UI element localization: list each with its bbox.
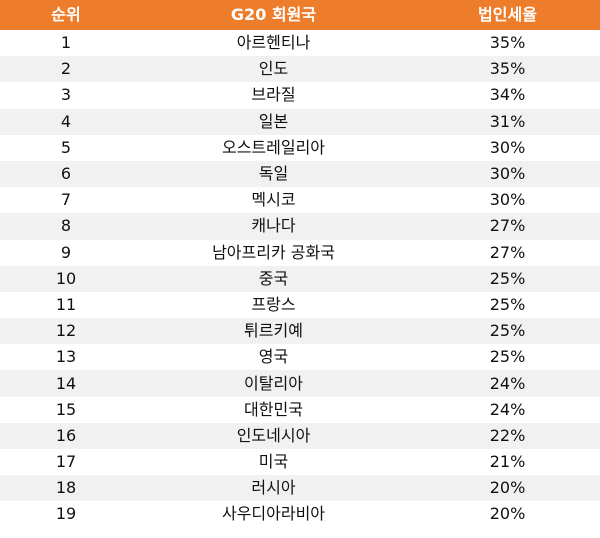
table-row: 4 일본 31% — [0, 108, 600, 135]
tax-rate-cell: 25% — [489, 268, 526, 288]
rank-cell: 16 — [55, 425, 77, 445]
table-row: 13 영국 25% — [0, 344, 600, 371]
table-row: 7 멕시코 30% — [0, 187, 600, 214]
tax-rate-cell: 30% — [489, 137, 526, 157]
rank-cell: 3 — [60, 85, 72, 105]
tax-rate-cell: 34% — [489, 85, 526, 105]
table-row: 17 미국 21% — [0, 449, 600, 476]
tax-rate-cell: 27% — [489, 216, 526, 236]
country-cell: 프랑스 — [251, 294, 296, 314]
rank-cell: 15 — [55, 399, 77, 419]
tax-rate-cell: 25% — [489, 294, 526, 314]
table-row: 12 튀르키예 25% — [0, 318, 600, 345]
country-cell: 인도네시아 — [236, 425, 311, 445]
country-cell: 독일 — [258, 164, 289, 184]
country-cell: 아르헨티나 — [236, 33, 311, 53]
header-tax-rate: 법인세율 — [478, 5, 537, 24]
table-row: 8 캐나다 27% — [0, 213, 600, 240]
header-country: G20 회원국 — [230, 5, 317, 24]
rank-cell: 4 — [60, 111, 72, 131]
country-cell: 러시아 — [251, 478, 296, 498]
tax-rate-cell: 20% — [489, 478, 526, 498]
country-cell: 대한민국 — [244, 399, 303, 419]
rank-cell: 10 — [55, 268, 77, 288]
tax-rate-cell: 25% — [489, 347, 526, 367]
rank-cell: 1 — [60, 33, 72, 53]
country-cell: 미국 — [258, 452, 289, 472]
country-cell: 멕시코 — [251, 190, 296, 210]
rank-cell: 9 — [60, 242, 72, 262]
tax-rate-cell: 21% — [489, 452, 526, 472]
tax-rate-cell: 25% — [489, 321, 526, 341]
tax-rate-cell: 20% — [489, 504, 526, 524]
rank-cell: 2 — [60, 59, 72, 79]
country-cell: 튀르키예 — [244, 321, 303, 341]
table-row: 6 독일 30% — [0, 160, 600, 188]
rank-cell: 8 — [60, 216, 72, 236]
table-body: 1 아르헨티나 35% 2 인도 35% 3 브라질 34% 4 일본 31% 5 오스트레일리아 30% 6… — [0, 30, 600, 528]
rank-cell: 14 — [55, 373, 77, 393]
table-row: 5 오스트레일리아 30% — [0, 134, 600, 161]
country-cell: 중국 — [258, 268, 289, 288]
country-cell: 인도 — [258, 59, 289, 79]
table-row: 19 사우디아라비아 20% — [0, 501, 600, 528]
country-cell: 사우디아라비아 — [221, 504, 326, 524]
rank-cell: 5 — [60, 137, 72, 157]
table-header: 순위 G20 회원국 법인세율 — [0, 0, 600, 30]
rank-cell: 11 — [55, 294, 77, 314]
tax-rate-cell: 27% — [489, 242, 526, 262]
rank-cell: 12 — [55, 321, 77, 341]
table-row: 10 중국 25% — [0, 265, 600, 292]
tax-rate-cell: 24% — [489, 373, 526, 393]
tax-rate-cell: 35% — [489, 33, 526, 53]
table-row: 18 러시아 20% — [0, 475, 600, 502]
table-row: 15 대한민국 24% — [0, 396, 600, 423]
table-row: 14 이탈리아 24% — [0, 370, 600, 397]
rank-cell: 18 — [55, 478, 77, 498]
rank-cell: 17 — [55, 452, 77, 472]
rank-cell: 19 — [55, 504, 77, 524]
tax-rate-cell: 31% — [489, 111, 526, 131]
country-cell: 일본 — [258, 111, 289, 131]
table-row: 9 남아프리카 공화국 27% — [0, 239, 600, 266]
tax-rate-cell: 35% — [489, 59, 526, 79]
table-row: 3 브라질 34% — [0, 82, 600, 109]
rank-cell: 13 — [55, 347, 77, 367]
country-cell: 영국 — [258, 347, 289, 367]
tax-rate-cell: 24% — [489, 399, 526, 419]
rank-cell: 6 — [60, 164, 72, 184]
country-cell: 이탈리아 — [244, 373, 303, 393]
rank-cell: 7 — [60, 190, 72, 210]
tax-rate-cell: 30% — [489, 190, 526, 210]
country-cell: 남아프리카 공화국 — [212, 242, 335, 262]
header-row: 순위 G20 회원국 법인세율 — [0, 0, 600, 30]
tax-rate-cell: 30% — [489, 164, 526, 184]
country-cell: 캐나다 — [251, 216, 296, 236]
header-rank: 순위 — [51, 5, 81, 24]
table-row: 1 아르헨티나 35% — [0, 30, 600, 57]
country-cell: 브라질 — [251, 85, 296, 105]
table-row: 16 인도네시아 22% — [0, 422, 600, 449]
country-cell: 오스트레일리아 — [221, 137, 326, 157]
tax-rate-cell: 22% — [489, 425, 526, 445]
table-row: 11 프랑스 25% — [0, 291, 600, 319]
table-row: 2 인도 35% — [0, 56, 600, 83]
